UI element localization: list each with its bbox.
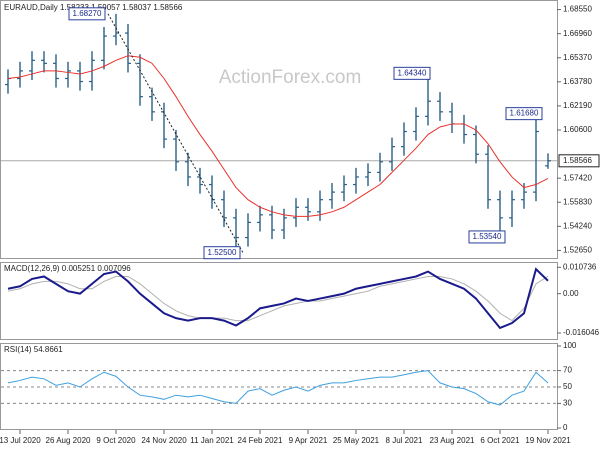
watermark: ActionForex.com: [219, 67, 362, 88]
y-tick-label: 1.60600: [563, 125, 592, 134]
y-tick-label: 0: [563, 423, 568, 432]
annotation-label: 1.53540: [473, 232, 502, 241]
y-tick-label: 1.54240: [563, 221, 592, 230]
y-tick-label: 1.63780: [563, 77, 592, 86]
y-tick-label: 1.66960: [563, 29, 592, 38]
rsi-title: RSI(14) 54.8661: [4, 345, 63, 354]
annotation-box: [68, 7, 106, 21]
moving-average: [7, 55, 549, 217]
annotation-label: 1.52500: [208, 248, 237, 257]
signal-line: [7, 275, 549, 322]
y-tick-label: 1.57420: [563, 173, 592, 182]
x-tick-label: 23 Aug 2021: [430, 436, 475, 445]
y-tick-label: 0.00: [563, 289, 579, 298]
y-tick-label: 30: [563, 399, 572, 408]
annotation-box: [203, 246, 241, 260]
y-tick-label: 70: [563, 366, 572, 375]
y-tick-label: -0.016046: [563, 328, 600, 337]
last-price-label: 1.58566: [563, 156, 592, 165]
y-tick-label: 0.010736: [563, 262, 597, 271]
x-tick-label: 13 Jul 2020: [0, 436, 41, 445]
macd-panel: [0, 262, 558, 340]
y-tick-label: 100: [563, 341, 577, 350]
x-tick-label: 19 Nov 2021: [525, 436, 571, 445]
x-tick-label: 9 Apr 2021: [289, 436, 328, 445]
x-tick-label: 25 May 2021: [333, 436, 380, 445]
macd-title: MACD(12,26,9) 0.005251 0.007096: [4, 264, 131, 273]
x-tick-label: 9 Oct 2020: [96, 436, 136, 445]
annotation-box: [393, 66, 431, 80]
x-tick-label: 6 Oct 2021: [480, 436, 520, 445]
y-tick-label: 50: [563, 382, 572, 391]
trend-line: [107, 13, 244, 253]
annotation-label: 1.64340: [398, 68, 427, 77]
y-tick-label: 1.65370: [563, 53, 592, 62]
y-tick-label: 1.68550: [563, 5, 592, 14]
y-tick-label: 1.52650: [563, 246, 592, 255]
annotation-label: 1.61680: [510, 109, 539, 118]
x-tick-label: 11 Jan 2021: [190, 436, 234, 445]
rsi-line: [7, 370, 549, 406]
annotation-box: [505, 107, 543, 121]
y-tick-label: 1.55830: [563, 197, 592, 206]
x-tick-label: 8 Jul 2021: [386, 436, 423, 445]
x-tick-label: 24 Feb 2021: [238, 436, 283, 445]
y-tick-label: 1.62190: [563, 101, 592, 110]
annotation-label: 1.68270: [73, 9, 102, 18]
x-tick-label: 26 Aug 2020: [46, 436, 91, 445]
x-tick-label: 24 Nov 2020: [141, 436, 187, 445]
annotation-box: [468, 230, 506, 244]
last-price-box: [558, 154, 600, 168]
macd-line: [7, 267, 549, 330]
